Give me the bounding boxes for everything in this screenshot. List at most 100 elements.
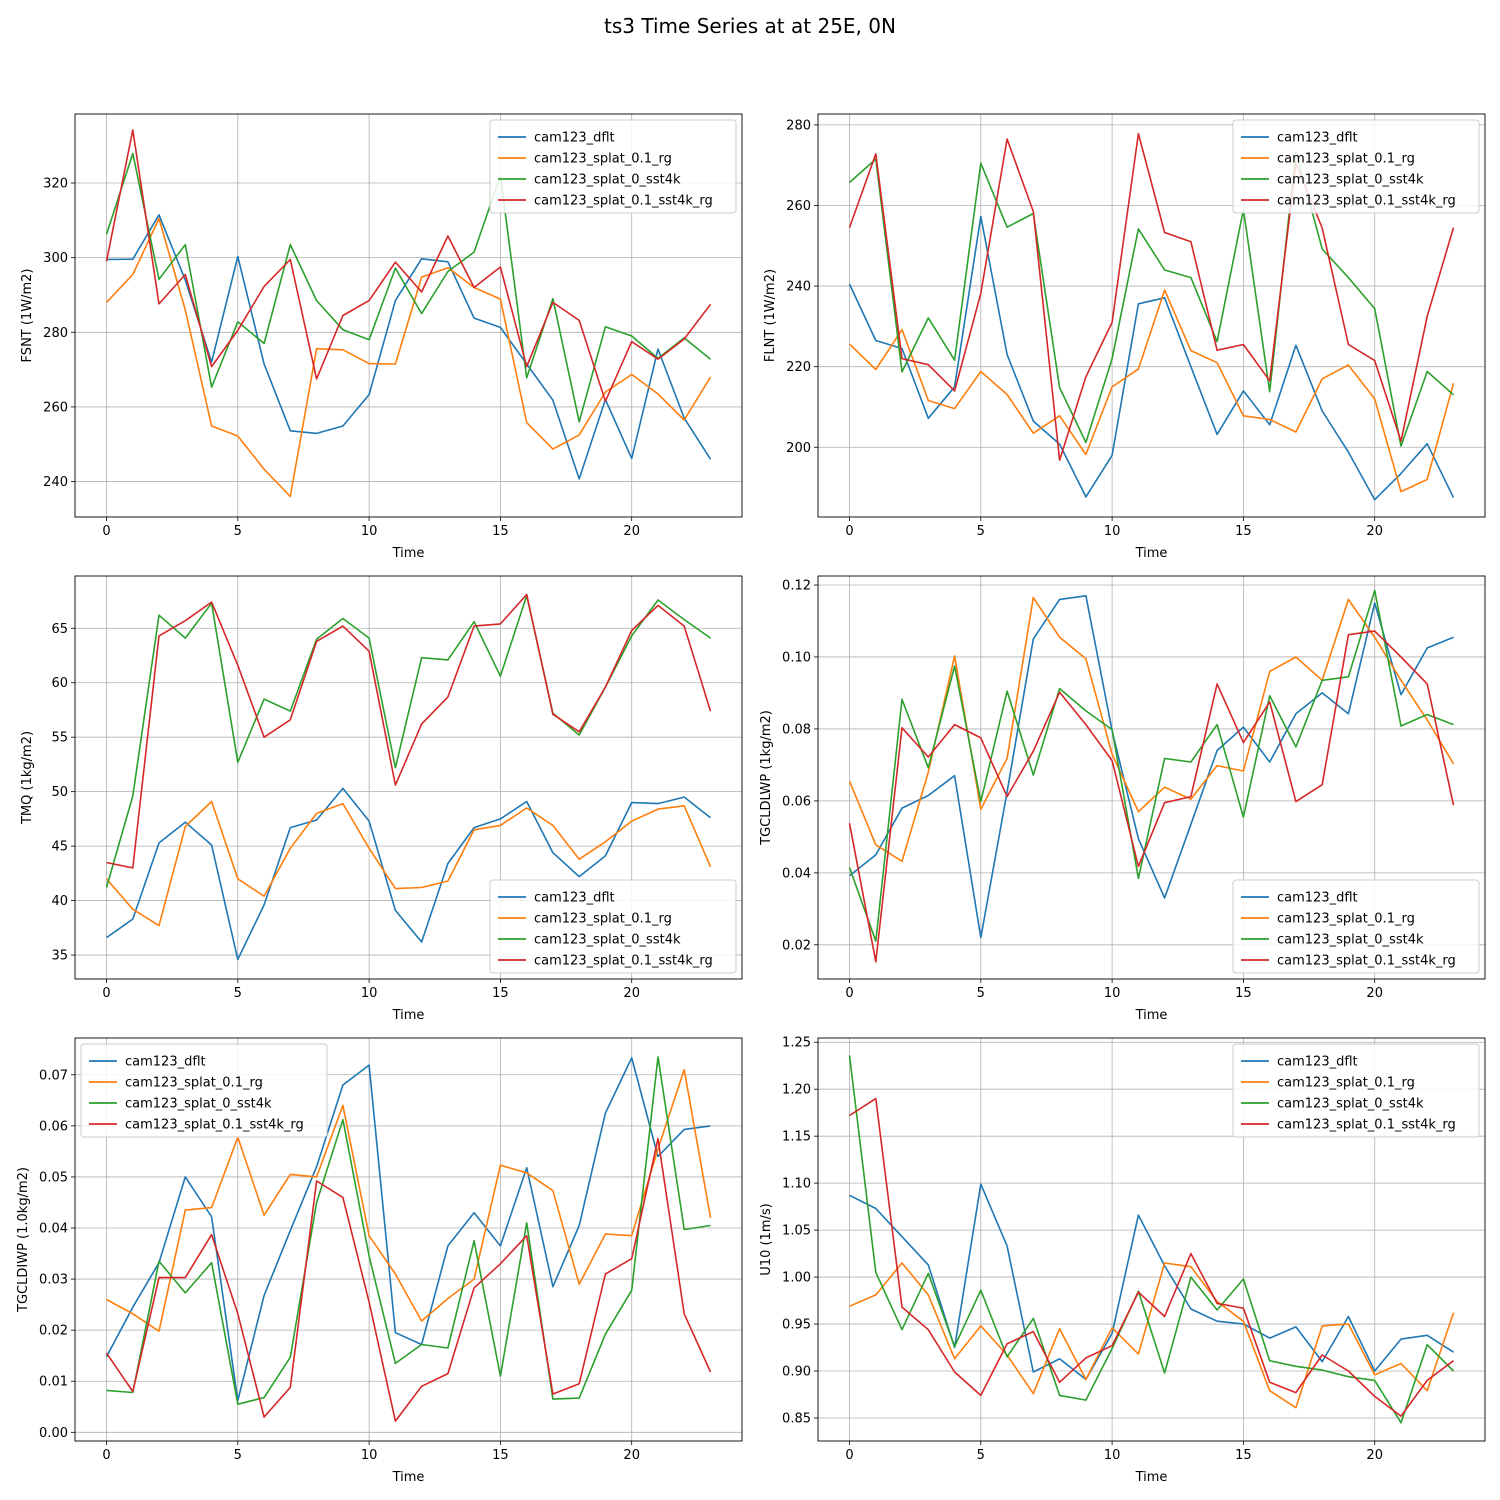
legend-label: cam123_splat_0.1_sst4k_rg bbox=[1277, 954, 1456, 969]
x-tick-label: 20 bbox=[623, 986, 640, 1001]
x-tick-label: 5 bbox=[234, 524, 242, 539]
legend-label: cam123_splat_0_sst4k bbox=[534, 933, 681, 948]
series-line-cam123_splat_0.1_rg bbox=[849, 1262, 1455, 1409]
x-tick-label: 20 bbox=[1366, 986, 1383, 1001]
subplot-2: 0 5 10 15 20 200 220 240 260 280 Time FLNT (1W/m2) c… bbox=[763, 113, 1486, 561]
x-tick-label: 15 bbox=[1235, 986, 1252, 1001]
x-tick-label: 0 bbox=[102, 1448, 110, 1463]
y-tick-label: 260 bbox=[43, 400, 68, 415]
y-tick-label: 1.05 bbox=[782, 1224, 811, 1239]
series-line-cam123_splat_0.1_sst4k_rg bbox=[105, 129, 712, 403]
legend-label: cam123_splat_0.1_sst4k_rg bbox=[534, 194, 713, 209]
legend-label: cam123_dflt bbox=[1277, 891, 1358, 906]
y-tick-label: 0.00 bbox=[39, 1426, 68, 1441]
y-tick-label: 200 bbox=[786, 441, 811, 456]
y-tick-label: 1.10 bbox=[782, 1177, 811, 1192]
y-tick-label: 300 bbox=[43, 251, 68, 266]
subplot-3: 0 5 10 15 20 35 40 45 50 55 60 65 Time TMQ (1kg/m2) ca… bbox=[20, 575, 743, 1023]
legend-box bbox=[489, 119, 737, 214]
legend-box bbox=[489, 879, 737, 974]
x-tick-label: 20 bbox=[623, 524, 640, 539]
x-tick-label: 15 bbox=[1235, 524, 1252, 539]
y-tick-label: 0.95 bbox=[782, 1318, 811, 1333]
series-line-cam123_dflt bbox=[106, 787, 711, 961]
y-tick-label: 0.90 bbox=[782, 1365, 811, 1380]
x-axis-label: Time bbox=[392, 1470, 425, 1485]
legend-label: cam123_splat_0.1_rg bbox=[534, 152, 672, 167]
legend-label: cam123_splat_0.1_sst4k_rg bbox=[534, 954, 713, 969]
y-tick-label: 60 bbox=[51, 676, 68, 691]
y-axis-label: U10 (1m/s) bbox=[759, 1203, 774, 1275]
axes-frame bbox=[817, 1037, 1486, 1442]
x-tick-label: 10 bbox=[361, 524, 378, 539]
legend-label: cam123_splat_0.1_rg bbox=[1277, 152, 1415, 167]
series-line-cam123_dflt bbox=[105, 1057, 711, 1402]
legend-box bbox=[1232, 879, 1480, 974]
series-line-cam123_splat_0.1_rg bbox=[848, 289, 1455, 493]
series-line-cam123_splat_0.1_sst4k_rg bbox=[106, 593, 712, 869]
y-tick-label: 0.04 bbox=[782, 866, 811, 881]
series-line-cam123_splat_0.1_sst4k_rg bbox=[848, 630, 1455, 963]
y-tick-label: 35 bbox=[51, 949, 68, 964]
x-tick-label: 10 bbox=[1104, 986, 1121, 1001]
legend-box bbox=[1232, 1043, 1480, 1138]
series-line-cam123_dflt bbox=[849, 594, 1454, 939]
y-axis-label: FSNT (1W/m2) bbox=[20, 269, 35, 363]
x-tick-label: 15 bbox=[1235, 1448, 1252, 1463]
x-tick-label: 20 bbox=[1366, 1448, 1383, 1463]
y-tick-label: 280 bbox=[786, 118, 811, 133]
y-tick-label: 0.02 bbox=[782, 938, 811, 953]
series-line-cam123_dflt bbox=[848, 215, 1455, 501]
legend-label: cam123_dflt bbox=[534, 131, 615, 146]
y-axis-label: FLNT (1W/m2) bbox=[763, 269, 778, 362]
y-tick-label: 1.15 bbox=[782, 1130, 811, 1145]
legend-label: cam123_splat_0.1_rg bbox=[1277, 1076, 1415, 1091]
y-tick-label: 65 bbox=[51, 622, 68, 637]
legend: cam123_dflt cam123_splat_0.1_rg cam123_spl… bbox=[1232, 1043, 1480, 1138]
y-tick-label: 220 bbox=[786, 360, 811, 375]
series-line-cam123_splat_0.1_rg bbox=[106, 1068, 712, 1332]
y-tick-label: 45 bbox=[51, 840, 68, 855]
y-tick-label: 0.08 bbox=[782, 722, 811, 737]
legend-label: cam123_splat_0_sst4k bbox=[1277, 1097, 1424, 1112]
x-tick-label: 0 bbox=[845, 1448, 853, 1463]
x-tick-label: 5 bbox=[977, 1448, 985, 1463]
x-tick-label: 5 bbox=[234, 1448, 242, 1463]
y-tick-label: 1.00 bbox=[782, 1271, 811, 1286]
x-axis-label: Time bbox=[1135, 1470, 1168, 1485]
series-line-cam123_splat_0_sst4k bbox=[848, 151, 1455, 447]
y-tick-label: 320 bbox=[43, 177, 68, 192]
legend-label: cam123_splat_0.1_sst4k_rg bbox=[1277, 1118, 1456, 1133]
x-tick-label: 10 bbox=[1104, 524, 1121, 539]
series-line-cam123_splat_0.1_rg bbox=[105, 217, 712, 498]
series-line-cam123_splat_0.1_sst4k_rg bbox=[849, 1097, 1454, 1417]
x-tick-label: 0 bbox=[845, 524, 853, 539]
axes-frame bbox=[817, 113, 1486, 518]
y-tick-label: 280 bbox=[43, 326, 68, 341]
y-tick-label: 0.85 bbox=[782, 1411, 811, 1426]
legend-label: cam123_splat_0.1_rg bbox=[125, 1076, 263, 1091]
y-axis-label: TMQ (1kg/m2) bbox=[20, 731, 35, 825]
x-tick-label: 15 bbox=[492, 524, 509, 539]
y-tick-label: 260 bbox=[786, 199, 811, 214]
legend-label: cam123_dflt bbox=[125, 1055, 206, 1070]
series-line-cam123_splat_0.1_rg bbox=[848, 596, 1455, 863]
series-line-cam123_splat_0_sst4k bbox=[106, 1056, 711, 1405]
x-tick-label: 10 bbox=[361, 1448, 378, 1463]
legend-label: cam123_splat_0_sst4k bbox=[125, 1097, 272, 1112]
legend-label: cam123_splat_0.1_rg bbox=[1277, 912, 1415, 927]
legend: cam123_dflt cam123_splat_0.1_rg cam123_spl… bbox=[1232, 119, 1480, 214]
legend-label: cam123_dflt bbox=[1277, 131, 1358, 146]
x-tick-label: 10 bbox=[361, 986, 378, 1001]
y-tick-label: 0.07 bbox=[39, 1068, 68, 1083]
legend: cam123_dflt cam123_splat_0.1_rg cam123_spl… bbox=[489, 119, 737, 214]
subplot-5: 0 5 10 15 20 0.00 0.01 0.02 0.03 0.04 0.05 0.06 0.07… bbox=[16, 1037, 743, 1485]
y-tick-label: 0.02 bbox=[39, 1324, 68, 1339]
x-tick-label: 5 bbox=[234, 986, 242, 1001]
subplot-4: 0 5 10 15 20 0.02 0.04 0.06 0.08 0.10 0.12 Time TGCL… bbox=[759, 575, 1486, 1023]
legend-label: cam123_splat_0.1_rg bbox=[534, 912, 672, 927]
legend: cam123_dflt cam123_splat_0.1_rg cam123_spl… bbox=[489, 879, 737, 974]
subplot-1: 0 5 10 15 20 240 260 280 300 320 Time FSNT (1W/m2) c… bbox=[20, 113, 743, 561]
axes-frame bbox=[74, 575, 743, 980]
y-tick-label: 240 bbox=[786, 280, 811, 295]
